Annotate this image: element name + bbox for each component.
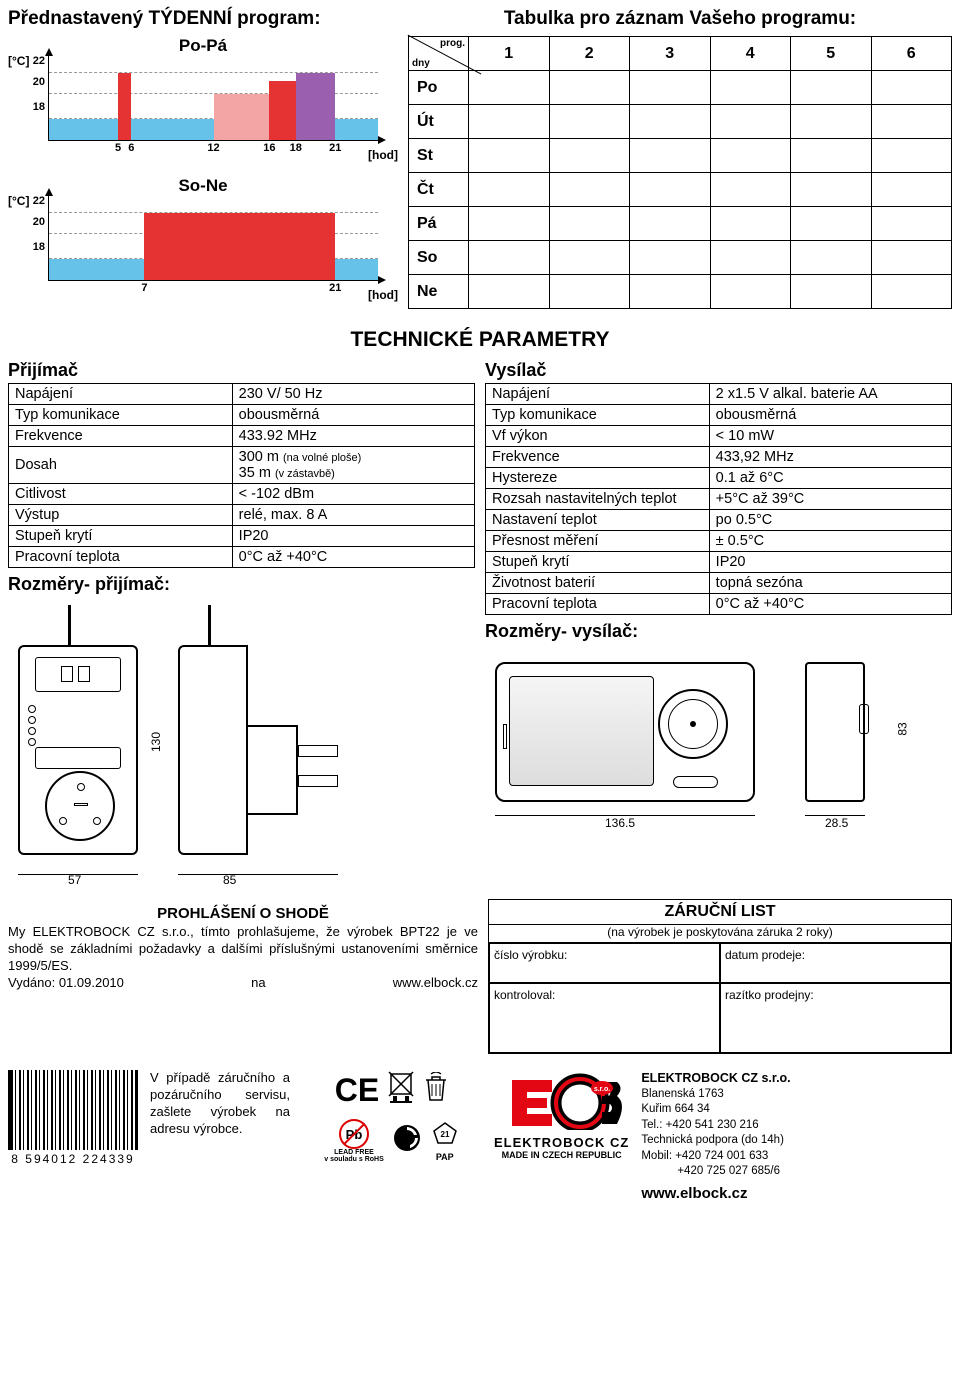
transmitter-spec-table: Napájení2 x1.5 V alkal. baterie AATyp ko… <box>485 383 952 615</box>
pap-label: PAP <box>430 1152 460 1162</box>
service-text: V případě záručního a pozáručního servis… <box>150 1070 290 1138</box>
contact-hours: Technická podpora (do 14h) <box>641 1133 790 1149</box>
logo-icon: s.r.o. <box>502 1070 622 1130</box>
declaration-on: na <box>251 975 265 992</box>
warranty-stamp: razítko prodejny: <box>720 983 951 1053</box>
receiver-spec-table: Napájení230 V/ 50 HzTyp komunikaceobousm… <box>8 383 475 568</box>
transmitter-title: Vysílač <box>485 360 952 381</box>
contact-block: ELEKTROBOCK CZ s.r.o. Blanenská 1763 Kuř… <box>641 1070 790 1204</box>
declaration-url: www.elbock.cz <box>393 975 478 992</box>
transmitter-dim-d: 28.5 <box>825 816 848 830</box>
recycle-icon <box>392 1123 422 1160</box>
receiver-dim-d: 85 <box>223 873 236 887</box>
receiver-dim-h: 130 <box>149 732 163 752</box>
warranty-subtitle: (na výrobek je poskytována záruka 2 roky… <box>489 925 951 943</box>
pap-icon: 21 PAP <box>430 1121 460 1162</box>
record-title: Tabulka pro záznam Vašeho programu: <box>408 8 952 30</box>
bin-icon <box>423 1072 449 1109</box>
tech-heading: TECHNICKÉ PARAMETRY <box>8 328 952 352</box>
chart2-ylabel: [°C] <box>8 194 29 208</box>
declaration-title: PROHLÁŠENÍ O SHODĚ <box>8 905 478 922</box>
contact-company: ELEKTROBOCK CZ s.r.o. <box>641 1070 790 1087</box>
logo-made: MADE IN CZECH REPUBLIC <box>494 1150 629 1160</box>
receiver-title: Přijímač <box>8 360 475 381</box>
preset-title: Přednastavený TÝDENNÍ program: <box>8 8 398 30</box>
receiver-dim-title: Rozměry- přijímač: <box>8 574 475 595</box>
chart-weekday: Po-Pá [°C] [hod] 2220185612161821 <box>8 36 398 166</box>
warranty-product-no: číslo výrobku: <box>489 943 720 983</box>
chart2-title: So-Ne <box>178 176 227 196</box>
contact-addr1: Blanenská 1763 <box>641 1087 790 1103</box>
warranty-sale-date: datum prodeje: <box>720 943 951 983</box>
declaration-body: My ELEKTROBOCK CZ s.r.o., tímto prohlašu… <box>8 924 478 975</box>
chart-weekend: So-Ne [°C] [hod] 222018721 <box>8 176 398 306</box>
rohs-label: v souladu s RoHS <box>324 1156 384 1163</box>
warranty-checked: kontroloval: <box>489 983 720 1053</box>
receiver-dim-w: 57 <box>68 873 81 887</box>
transmitter-dim-h: 83 <box>895 722 909 735</box>
contact-mob1: Mobil: +420 724 001 633 <box>641 1149 790 1165</box>
svg-text:s.r.o.: s.r.o. <box>594 1086 610 1093</box>
ce-icon: CE <box>335 1072 379 1109</box>
logo-block: s.r.o. ELEKTROBOCK CZ MADE IN CZECH REPU… <box>494 1070 629 1160</box>
warranty-card: ZÁRUČNÍ LIST (na výrobek je poskytována … <box>488 899 952 1054</box>
transmitter-dim-title: Rozměry- vysílač: <box>485 621 952 642</box>
contact-web: www.elbock.cz <box>641 1184 790 1204</box>
record-table: prog.dny123456 PoÚtStČtPáSoNe <box>408 36 952 309</box>
logo-name: ELEKTROBOCK CZ <box>494 1135 629 1150</box>
chart2-xlabel: [hod] <box>368 288 398 302</box>
weee-icon <box>387 1070 415 1111</box>
barcode-number: 8 594012 224339 <box>8 1152 138 1166</box>
contact-addr2: Kuřim 664 34 <box>641 1102 790 1118</box>
contact-tel: Tel.: +420 541 230 216 <box>641 1118 790 1134</box>
transmitter-dim-w: 136.5 <box>605 816 635 830</box>
barcode: 8 594012 224339 <box>8 1070 138 1166</box>
declaration-issued: Vydáno: 01.09.2010 <box>8 975 124 992</box>
chart1-xlabel: [hod] <box>368 148 398 162</box>
cert-icons: CE Pb LEAD FREE v souladu s RoHS 21 PAP <box>302 1070 482 1163</box>
chart1-ylabel: [°C] <box>8 54 29 68</box>
warranty-title: ZÁRUČNÍ LIST <box>489 900 951 925</box>
contact-mob2: +420 725 027 685/6 <box>641 1164 790 1180</box>
pb-free-icon: Pb <box>339 1119 369 1149</box>
chart1-title: Po-Pá <box>179 36 227 56</box>
leadfree-label: LEAD FREE <box>324 1149 384 1156</box>
svg-text:21: 21 <box>440 1130 449 1139</box>
